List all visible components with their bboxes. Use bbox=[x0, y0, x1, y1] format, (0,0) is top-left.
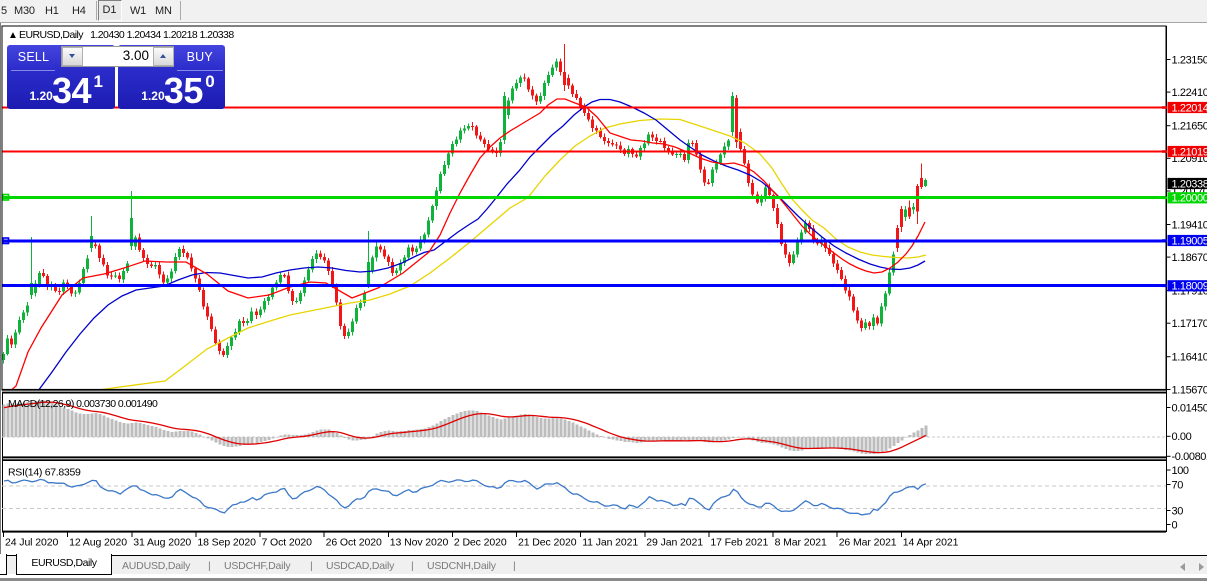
svg-text:1.22014: 1.22014 bbox=[1172, 102, 1207, 114]
svg-text:2 Dec 2020: 2 Dec 2020 bbox=[454, 537, 507, 549]
svg-text:26 Mar 2021: 26 Mar 2021 bbox=[839, 537, 897, 549]
svg-text:29 Jan 2021: 29 Jan 2021 bbox=[646, 537, 703, 549]
svg-text:0.00: 0.00 bbox=[1172, 431, 1192, 443]
svg-text:EURUSD,Daily 1.20430 1.20434: EURUSD,Daily 1.20430 1.20434 1.20218 1.2… bbox=[19, 29, 234, 41]
svg-text:▲: ▲ bbox=[8, 30, 18, 41]
svg-text:100: 100 bbox=[1172, 465, 1189, 477]
svg-text:21 Dec 2020: 21 Dec 2020 bbox=[518, 537, 577, 549]
svg-text:1.18670: 1.18670 bbox=[1172, 252, 1207, 264]
svg-text:1.15670: 1.15670 bbox=[1172, 384, 1207, 396]
svg-text:1.20338: 1.20338 bbox=[1172, 178, 1207, 190]
svg-text:14 Apr 2021: 14 Apr 2021 bbox=[903, 537, 959, 549]
svg-text:1.22410: 1.22410 bbox=[1172, 87, 1207, 99]
svg-text:0: 0 bbox=[1172, 519, 1178, 531]
svg-text:1.23150: 1.23150 bbox=[1172, 54, 1207, 66]
svg-text:1.16410: 1.16410 bbox=[1172, 352, 1207, 364]
svg-text:13 Nov 2020: 13 Nov 2020 bbox=[390, 537, 449, 549]
svg-text:18 Sep 2020: 18 Sep 2020 bbox=[197, 537, 256, 549]
svg-text:24 Jul 2020: 24 Jul 2020 bbox=[5, 537, 58, 549]
svg-text:1.21019: 1.21019 bbox=[1172, 146, 1207, 158]
svg-text:26 Oct 2020: 26 Oct 2020 bbox=[326, 537, 382, 549]
svg-text:17 Feb 2021: 17 Feb 2021 bbox=[710, 537, 768, 549]
svg-text:1.17170: 1.17170 bbox=[1172, 318, 1207, 330]
svg-text:8 Mar 2021: 8 Mar 2021 bbox=[775, 537, 827, 549]
svg-text:70: 70 bbox=[1172, 479, 1184, 491]
svg-text:1.21650: 1.21650 bbox=[1172, 121, 1207, 133]
svg-text:1.20000: 1.20000 bbox=[1172, 193, 1207, 205]
svg-text:-0.008017: -0.008017 bbox=[1172, 451, 1207, 463]
svg-text:0.014509: 0.014509 bbox=[1172, 402, 1207, 414]
svg-text:RSI(14) 67.8359: RSI(14) 67.8359 bbox=[8, 467, 81, 479]
svg-text:30: 30 bbox=[1172, 505, 1184, 517]
svg-text:MACD(12,26,9) 0.003730 0.00149: MACD(12,26,9) 0.003730 0.001490 bbox=[8, 398, 158, 410]
svg-text:1.19410: 1.19410 bbox=[1172, 219, 1207, 231]
svg-text:11 Jan 2021: 11 Jan 2021 bbox=[582, 537, 638, 549]
svg-text:1.19005: 1.19005 bbox=[1172, 235, 1207, 247]
svg-text:1.18009: 1.18009 bbox=[1172, 281, 1207, 293]
svg-text:31 Aug 2020: 31 Aug 2020 bbox=[133, 537, 191, 549]
svg-text:7 Oct 2020: 7 Oct 2020 bbox=[262, 537, 313, 549]
svg-text:12 Aug 2020: 12 Aug 2020 bbox=[69, 537, 127, 549]
